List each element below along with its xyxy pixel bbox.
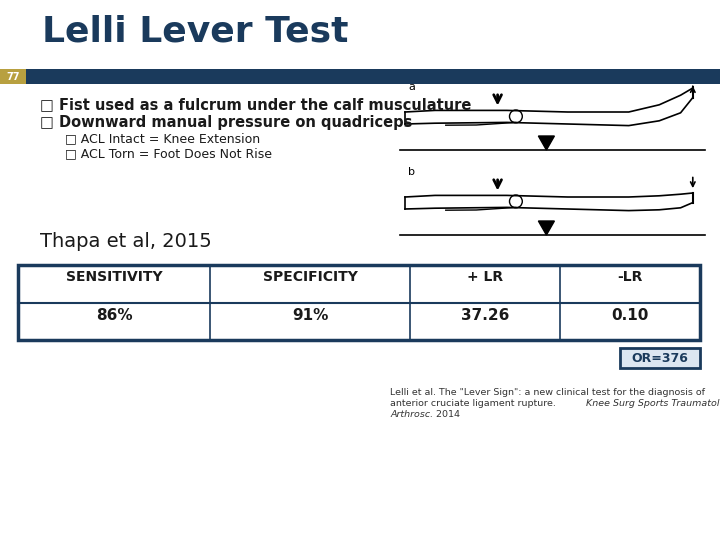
Text: 86%: 86%	[96, 307, 132, 322]
Text: 91%: 91%	[292, 307, 328, 322]
Text: anterior cruciate ligament rupture.: anterior cruciate ligament rupture.	[390, 399, 559, 408]
Bar	[0, 69, 720, 84]
Text: 2014: 2014	[433, 410, 460, 419]
Text: □ Fist used as a fulcrum under the calf musculature: □ Fist used as a fulcrum under the calf …	[40, 97, 472, 112]
Bar	[0, 69, 26, 84]
Text: Thapa et al, 2015: Thapa et al, 2015	[40, 232, 212, 251]
Text: a: a	[408, 82, 415, 92]
Text: SENSITIVITY: SENSITIVITY	[66, 270, 162, 284]
Text: □ ACL Intact = Knee Extension: □ ACL Intact = Knee Extension	[65, 132, 260, 145]
Polygon shape	[539, 136, 554, 150]
Text: 0.10: 0.10	[611, 307, 649, 322]
Text: Knee Surg Sports Traumatol: Knee Surg Sports Traumatol	[586, 399, 719, 408]
Bar	[18, 265, 700, 340]
Text: 77: 77	[6, 71, 19, 82]
Polygon shape	[539, 221, 554, 235]
Text: OR=376: OR=376	[631, 352, 688, 365]
Text: -LR: -LR	[617, 270, 643, 284]
Text: + LR: + LR	[467, 270, 503, 284]
Text: b: b	[408, 167, 415, 177]
Text: □ Downward manual pressure on quadriceps: □ Downward manual pressure on quadriceps	[40, 115, 413, 130]
Bar	[620, 348, 700, 368]
Text: SPECIFICITY: SPECIFICITY	[263, 270, 357, 284]
Text: Lelli Lever Test: Lelli Lever Test	[42, 15, 348, 49]
Text: Arthrosc.: Arthrosc.	[390, 410, 433, 419]
Text: 37.26: 37.26	[461, 307, 509, 322]
Text: □ ACL Torn = Foot Does Not Rise: □ ACL Torn = Foot Does Not Rise	[65, 147, 272, 160]
Text: Lelli et al. The "Lever Sign": a new clinical test for the diagnosis of: Lelli et al. The "Lever Sign": a new cli…	[390, 388, 705, 397]
